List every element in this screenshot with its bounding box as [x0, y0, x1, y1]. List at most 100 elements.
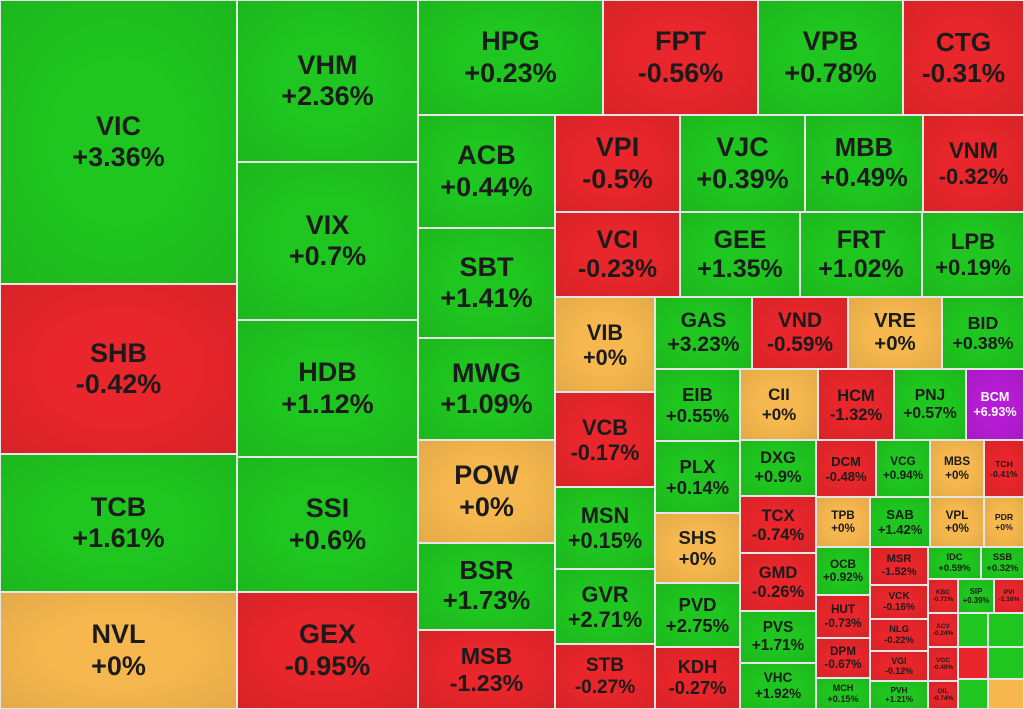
ticker: MBS	[943, 455, 971, 469]
tile: TCH -0.41%	[984, 440, 1024, 497]
ticker: VIC	[95, 110, 141, 141]
tile: VCB -0.17%	[555, 392, 655, 487]
tile: VPL +0%	[930, 497, 984, 547]
change: +0%	[91, 650, 146, 681]
ticker: FRT	[836, 225, 886, 254]
change: -0.23%	[577, 254, 658, 283]
ticker: HUT	[830, 603, 856, 617]
ticker: LPB	[950, 229, 996, 255]
change: -0.31%	[921, 57, 1006, 88]
tile: PDR +0%	[984, 497, 1024, 547]
change: -1.16%	[998, 596, 1020, 603]
ticker: NLG	[889, 623, 909, 635]
change: +0.94%	[882, 468, 924, 482]
change: +1.61%	[72, 523, 165, 553]
change: -1.32%	[829, 404, 883, 424]
change: -0.12%	[885, 666, 913, 676]
ticker: MBB	[834, 134, 894, 162]
tile: SBT +1.41%	[418, 228, 555, 338]
tile: VPI -0.5%	[555, 115, 680, 212]
tile: CII +0%	[740, 369, 818, 440]
change: -0.59%	[766, 333, 834, 356]
tile: SAB +1.42%	[870, 497, 930, 547]
tile: PLX +0.14%	[655, 441, 740, 513]
ticker: SSI	[305, 493, 350, 524]
tile: VCG +0.94%	[876, 440, 930, 497]
change: +0.39%	[962, 596, 990, 605]
small-tile	[988, 613, 1024, 647]
change: -0.5%	[582, 163, 653, 194]
ticker: IDC	[946, 551, 963, 563]
change: +2.71%	[567, 606, 643, 632]
change: -0.22%	[884, 634, 914, 645]
ticker: GMD	[758, 563, 798, 583]
ticker: VRE	[874, 309, 916, 332]
ticker: MCH	[832, 683, 854, 694]
change: -0.27%	[668, 677, 727, 698]
tile: SIP +0.39%	[958, 579, 994, 613]
ticker: TCH	[995, 458, 1013, 469]
ticker: POW	[454, 460, 519, 491]
tile: SHB -0.42%	[0, 284, 237, 454]
tile: PNJ +0.57%	[894, 369, 966, 440]
ticker: MSN	[580, 503, 630, 529]
small-tile	[958, 679, 988, 709]
change: +0%	[874, 333, 916, 355]
change: -0.17%	[570, 439, 640, 465]
change: +0%	[831, 522, 855, 535]
ticker: GVR	[581, 581, 629, 607]
tile: BSR +1.73%	[418, 543, 555, 630]
ticker: VNM	[949, 138, 998, 164]
change: -0.41%	[990, 468, 1018, 479]
ticker: PVH	[890, 685, 908, 695]
ticker: KBC	[935, 588, 951, 596]
tile: MSB -1.23%	[418, 630, 555, 709]
ticker: DCM	[831, 453, 861, 469]
tile: VIB +0%	[555, 297, 655, 392]
tile: SSI +0.6%	[237, 457, 418, 592]
change: +0%	[459, 491, 514, 522]
ticker: EIB	[682, 383, 713, 405]
change: +1.09%	[440, 389, 533, 419]
change: +6.93%	[973, 404, 1017, 419]
change: +0.6%	[288, 524, 367, 555]
change: -0.24%	[932, 630, 954, 637]
ticker: VCB	[582, 414, 628, 440]
ticker: PLX	[679, 455, 716, 477]
ticker: VHM	[297, 49, 358, 80]
ticker: OIL	[937, 687, 949, 695]
tile: GAS +3.23%	[655, 297, 752, 369]
change: -1.52%	[881, 566, 917, 578]
change: +0.55%	[665, 405, 730, 426]
tile: VGI -0.12%	[870, 651, 928, 681]
ticker: HPG	[481, 26, 540, 57]
change: +0.44%	[440, 171, 533, 202]
ticker: TCX	[761, 505, 795, 525]
change: -0.42%	[75, 369, 162, 399]
tile: KDH -0.27%	[655, 647, 740, 709]
tile: MCH +0.15%	[816, 678, 870, 709]
tile: VND -0.59%	[752, 297, 848, 369]
tile: PVD +2.75%	[655, 583, 740, 647]
ticker: VGC	[935, 656, 951, 664]
tile: POW +0%	[418, 440, 555, 543]
change: -0.67%	[824, 658, 862, 671]
change: +0%	[945, 522, 969, 535]
change: -0.56%	[637, 57, 724, 88]
ticker: SBT	[459, 251, 514, 282]
tile: BID +0.38%	[942, 297, 1024, 369]
tile: VNM -0.32%	[923, 115, 1024, 212]
change: +3.36%	[72, 142, 165, 172]
change: +0.92%	[822, 571, 864, 584]
ticker: GEX	[298, 619, 357, 650]
tile: GMD -0.26%	[740, 553, 816, 611]
tile: VIX +0.7%	[237, 162, 418, 320]
tile: EIB +0.55%	[655, 369, 740, 441]
tile: PVI -1.16%	[994, 579, 1024, 613]
ticker: PVD	[678, 593, 717, 615]
change: -0.48%	[825, 468, 867, 484]
ticker: KDH	[677, 656, 718, 678]
change: +1.92%	[754, 686, 802, 701]
change: +2.75%	[665, 615, 730, 636]
ticker: SHB	[89, 337, 147, 368]
